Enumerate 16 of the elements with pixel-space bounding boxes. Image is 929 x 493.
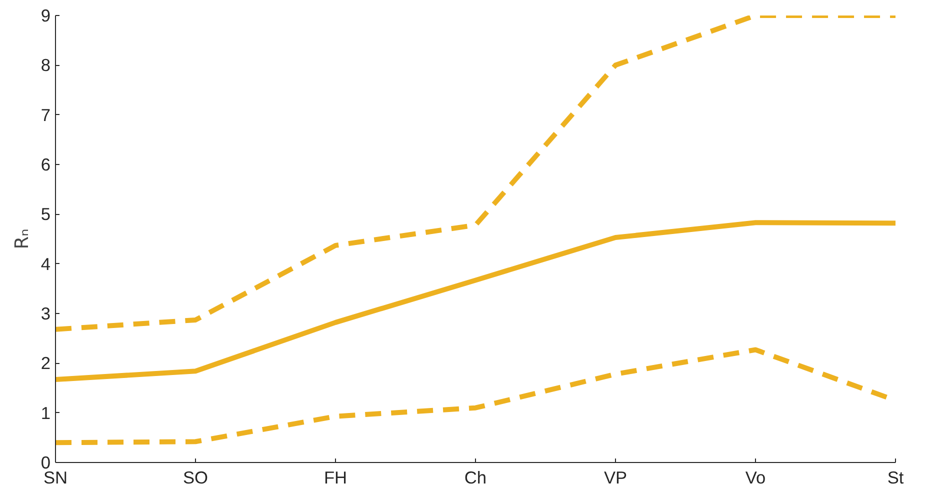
x-tick-label: Vo <box>745 468 766 488</box>
y-tick-label: 6 <box>40 154 51 174</box>
y-tick-label: 7 <box>40 104 51 125</box>
y-axis-title: Rₙ <box>12 228 33 250</box>
y-tick-label: 9 <box>40 6 51 26</box>
y-tick-label: 2 <box>40 353 51 374</box>
x-tick-label: Ch <box>464 468 487 488</box>
y-tick-label: 3 <box>40 304 51 324</box>
x-tick-label: VP <box>604 468 628 488</box>
x-tick-label: FH <box>324 468 348 488</box>
y-tick-label: 1 <box>40 402 51 423</box>
y-tick-label: 8 <box>40 55 51 76</box>
x-tick-label: SO <box>182 468 208 488</box>
x-tick-label: St <box>887 468 904 488</box>
y-tick-label: 4 <box>40 254 51 274</box>
y-tick-label: 5 <box>40 204 51 224</box>
